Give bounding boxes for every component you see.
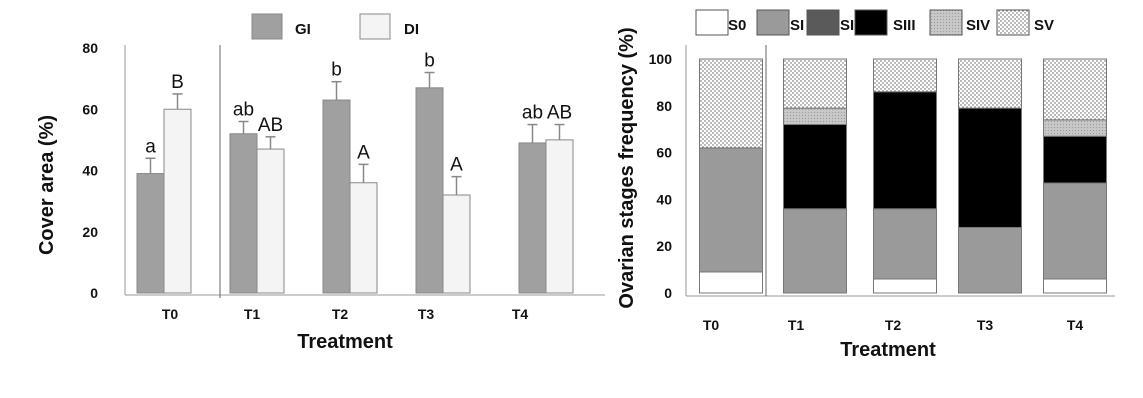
cover-area-legend: GI DI <box>251 13 419 40</box>
cover-area-significance-label: B <box>171 72 184 93</box>
ovarian-stages-x-tick: T3 <box>977 317 994 333</box>
cover-area-x-label: Treatment <box>297 331 393 353</box>
cover-area-x-tick: T0 <box>162 306 179 322</box>
cover-area-bar-di <box>442 194 471 294</box>
ovarian-stages-segment-siii <box>1043 135 1107 184</box>
cover-area-y-tick: 20 <box>82 224 98 240</box>
cover-area-bar-di <box>545 139 574 294</box>
cover-area-significance-label: A <box>357 142 370 163</box>
cover-area-y-label: Cover area (%) <box>36 115 58 255</box>
ovarian-stages-legend-swatch-siv <box>929 9 963 36</box>
ovarian-stages-x-tick: T2 <box>885 317 902 333</box>
cover-area-significance-label: b <box>424 51 435 72</box>
ovarian-stages-y-tick: 0 <box>664 285 672 301</box>
ovarian-stages-legend-swatch-siii <box>854 9 888 36</box>
ovarian-stages-bars <box>699 58 1107 294</box>
ovarian-stages-segment-si <box>1043 182 1107 280</box>
cover-area-bar-gi <box>518 142 547 294</box>
cover-area-significance-label: AB <box>258 115 283 136</box>
ovarian-stages-x-label: Treatment <box>840 339 936 361</box>
ovarian-stages-y-tick: 100 <box>649 51 673 67</box>
ovarian-stages-y-label: Ovarian stages frequency (%) <box>616 27 638 308</box>
ovarian-stages-legend: S0 SI SII SIII SIV SV <box>695 9 1054 36</box>
ovarian-stages-x-tick: T0 <box>703 317 720 333</box>
cover-area-y-ticks: 0 20 40 60 80 <box>82 40 98 301</box>
ovarian-stages-y-ticks: 0 20 40 60 80 100 <box>649 51 673 301</box>
cover-area-significance-label: AB <box>547 103 572 124</box>
cover-area-legend-swatch-di <box>359 13 391 40</box>
ovarian-stages-x-ticks: T0 T1 T2 T3 T4 <box>703 317 1084 333</box>
ovarian-stages-legend-label: SV <box>1034 17 1054 34</box>
ovarian-stages-x-tick: T4 <box>1067 317 1084 333</box>
ovarian-stages-y-tick: 60 <box>656 145 672 161</box>
cover-area-bar-gi <box>136 173 165 294</box>
ovarian-stages-segment-si <box>873 208 937 280</box>
ovarian-stages-segment-s0 <box>1043 278 1107 294</box>
cover-area-bar-di <box>349 182 378 294</box>
ovarian-stages-segment-siii <box>873 91 937 210</box>
ovarian-stages-legend-label: SI <box>790 17 804 34</box>
ovarian-stages-legend-swatch-sii <box>806 9 840 36</box>
cover-area-bar-gi <box>415 87 444 294</box>
ovarian-stages-segment-sv <box>699 58 763 149</box>
cover-area-x-tick: T1 <box>244 306 261 322</box>
cover-area-bar-gi <box>229 133 258 294</box>
ovarian-stages-legend-label: SIV <box>966 17 990 34</box>
ovarian-stages-segment-sv <box>873 58 937 93</box>
cover-area-significance-label: A <box>450 155 463 176</box>
cover-area-legend-label: DI <box>404 21 419 38</box>
cover-area-significance-label: a <box>145 136 156 157</box>
ovarian-stages-y-tick: 40 <box>656 191 672 207</box>
cover-area-significance-label: b <box>331 60 342 81</box>
cover-area-legend-swatch-gi <box>251 13 283 40</box>
cover-area-y-tick: 40 <box>82 163 98 179</box>
ovarian-stages-segment-sv <box>783 58 847 109</box>
cover-area-bar-di <box>163 108 192 294</box>
ovarian-stages-y-tick: 20 <box>656 238 672 254</box>
cover-area-x-tick: T2 <box>332 306 349 322</box>
cover-area-significance-label: ab <box>522 103 543 124</box>
ovarian-stages-legend-label: S0 <box>728 17 746 34</box>
ovarian-stages-segment-sv <box>1043 58 1107 121</box>
ovarian-stages-segment-s0 <box>873 278 937 294</box>
ovarian-stages-legend-swatch-s0 <box>695 9 729 36</box>
cover-area-x-tick: T4 <box>512 306 529 322</box>
ovarian-stages-chart: S0 SI SII SIII SIV SV 0 20 40 60 80 100 T0 T1 T2 T3 T4… <box>616 9 1115 361</box>
ovarian-stages-legend-label: SIII <box>893 17 916 34</box>
cover-area-legend-label: GI <box>295 21 311 38</box>
ovarian-stages-segment-siii <box>783 124 847 210</box>
cover-area-y-tick: 60 <box>82 101 98 117</box>
ovarian-stages-segment-si <box>958 226 1022 294</box>
ovarian-stages-x-tick: T1 <box>788 317 805 333</box>
ovarian-stages-legend-swatch-si <box>756 9 790 36</box>
cover-area-y-tick: 80 <box>82 40 98 56</box>
ovarian-stages-legend-swatch-sv <box>996 9 1030 36</box>
cover-area-chart: GI DI 0 20 40 60 80 T0 T1 T2 T3 T4 a ab b b ab B AB A A AB… <box>36 13 605 353</box>
ovarian-stages-segment-siv <box>783 107 847 126</box>
ovarian-stages-segment-siv <box>1043 119 1107 137</box>
ovarian-stages-segment-si <box>783 208 847 294</box>
cover-area-bar-di <box>256 148 285 294</box>
cover-area-significance-label: ab <box>233 100 254 121</box>
cover-area-x-tick: T3 <box>418 306 435 322</box>
ovarian-stages-segment-siii <box>958 107 1022 228</box>
cover-area-x-ticks: T0 T1 T2 T3 T4 <box>162 306 529 322</box>
ovarian-stages-segment-s0 <box>699 271 763 294</box>
cover-area-bars: a ab b b ab B AB A A AB <box>136 51 574 294</box>
ovarian-stages-segment-si <box>699 147 763 273</box>
ovarian-stages-segment-sv <box>958 58 1022 109</box>
cover-area-y-tick: 0 <box>90 285 98 301</box>
cover-area-bar-gi <box>322 99 351 294</box>
ovarian-stages-legend-label: SII <box>840 17 858 34</box>
ovarian-stages-y-tick: 80 <box>656 98 672 114</box>
